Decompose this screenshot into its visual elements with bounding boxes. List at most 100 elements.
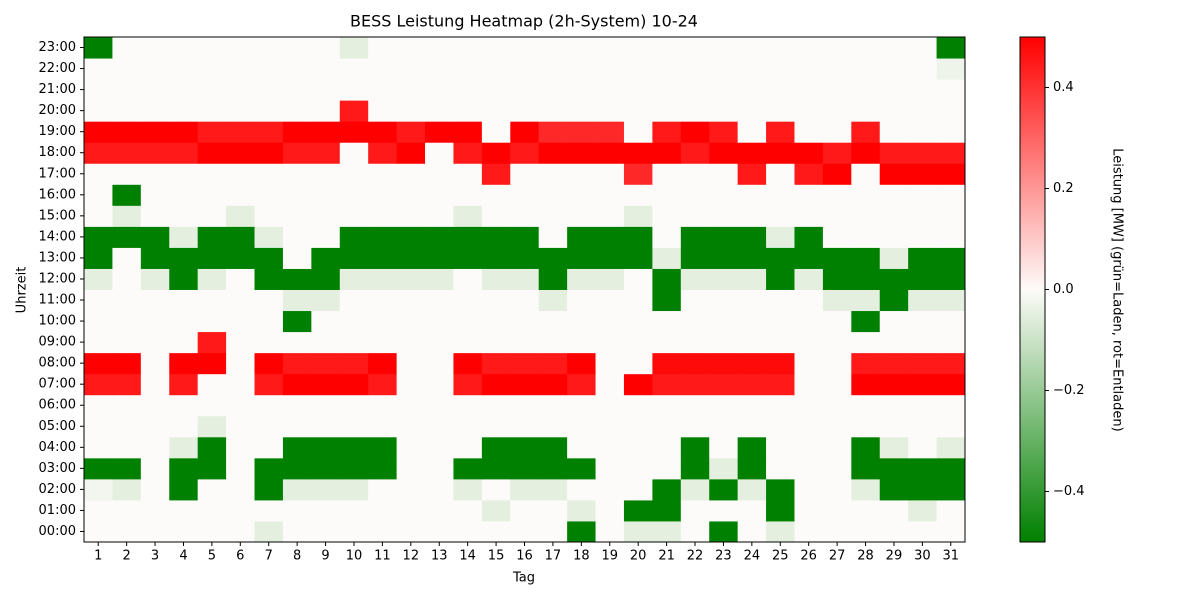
heatmap-cell: [169, 79, 199, 101]
heatmap-cell: [766, 415, 795, 438]
heatmap-cell: [112, 457, 142, 480]
heatmap-cell: [425, 394, 454, 417]
heatmap-cell: [936, 79, 966, 101]
heatmap-cell: [794, 331, 824, 354]
heatmap-cell: [709, 394, 739, 417]
heatmap-cell: [396, 184, 426, 206]
x-tick-label: 30: [914, 549, 931, 564]
heatmap-cell: [226, 478, 256, 501]
heatmap-cell: [794, 478, 824, 501]
heatmap-cell: [254, 247, 284, 269]
y-axis-label: Uhrzeit: [15, 267, 30, 314]
heatmap-cell: [84, 310, 113, 333]
heatmap-cell: [908, 37, 938, 59]
heatmap-cell: [481, 184, 511, 206]
heatmap-cell: [453, 163, 483, 185]
heatmap-cell: [766, 79, 795, 101]
heatmap-cell: [737, 499, 767, 522]
heatmap-cell: [112, 142, 142, 164]
heatmap-cell: [425, 520, 454, 543]
heatmap-cell: [84, 373, 113, 396]
heatmap-cell: [766, 352, 795, 375]
heatmap-cell: [538, 205, 568, 227]
heatmap-cell: [794, 394, 824, 417]
heatmap-cell: [851, 226, 881, 248]
y-tick-label: 05:00: [39, 419, 76, 434]
heatmap-cell: [282, 100, 312, 122]
heatmap-cell: [851, 499, 881, 522]
heatmap-cell: [652, 100, 682, 122]
heatmap-cell: [936, 436, 966, 459]
heatmap-cell: [169, 394, 199, 417]
heatmap-cell: [908, 373, 938, 396]
heatmap-cell: [595, 415, 625, 438]
heatmap-cell: [453, 352, 483, 375]
heatmap-cell: [879, 478, 909, 501]
heatmap-cell: [737, 226, 767, 248]
heatmap-cell: [766, 184, 795, 206]
heatmap-cell: [254, 499, 284, 522]
y-tick-label: 15:00: [39, 208, 76, 223]
heatmap-cell: [766, 58, 795, 80]
heatmap-cell: [652, 79, 682, 101]
heatmap-cell: [709, 457, 739, 480]
heatmap-cell: [822, 58, 852, 80]
heatmap-cell: [84, 268, 113, 290]
heatmap-cell: [453, 373, 483, 396]
heatmap-cell: [396, 226, 426, 248]
heatmap-cell: [112, 121, 142, 143]
heatmap-cell: [197, 457, 227, 480]
heatmap-cell: [140, 457, 170, 480]
heatmap-cell: [908, 499, 938, 522]
heatmap-cell: [396, 205, 426, 227]
heatmap-cell: [481, 79, 511, 101]
heatmap-cell: [368, 394, 398, 417]
heatmap-cell: [680, 436, 710, 459]
heatmap-cell: [680, 79, 710, 101]
y-tick-label: 21:00: [39, 82, 76, 97]
heatmap-cell: [339, 415, 369, 438]
heatmap-cell: [169, 520, 199, 543]
x-axis-label: Tag: [512, 571, 535, 586]
heatmap-cell: [169, 415, 199, 438]
heatmap-cell: [368, 184, 398, 206]
heatmap-cell: [680, 268, 710, 290]
heatmap-cell: [510, 268, 540, 290]
heatmap-cell: [567, 499, 597, 522]
heatmap-cell: [936, 394, 966, 417]
heatmap-cell: [936, 205, 966, 227]
heatmap-cell: [339, 520, 369, 543]
heatmap-cell: [282, 247, 312, 269]
heatmap-cell: [140, 205, 170, 227]
heatmap-cell: [510, 394, 540, 417]
heatmap-cell: [226, 436, 256, 459]
heatmap-cell: [254, 520, 284, 543]
heatmap-cell: [453, 226, 483, 248]
heatmap-cell: [879, 184, 909, 206]
y-tick-label: 20:00: [39, 103, 76, 118]
heatmap-cell: [623, 310, 653, 333]
heatmap-cell: [822, 436, 852, 459]
heatmap-cell: [652, 499, 682, 522]
heatmap-cell: [851, 37, 881, 59]
heatmap-cell: [851, 58, 881, 80]
heatmap-cell: [226, 394, 256, 417]
heatmap-cell: [226, 499, 256, 522]
heatmap-cell: [794, 163, 824, 185]
heatmap-cell: [396, 394, 426, 417]
heatmap-cell: [396, 436, 426, 459]
heatmap-cell: [936, 268, 966, 290]
x-tick-label: 23: [715, 549, 732, 564]
heatmap-cell: [652, 226, 682, 248]
x-tick-label: 31: [943, 549, 960, 564]
heatmap-cell: [282, 436, 312, 459]
heatmap-cell: [908, 331, 938, 354]
y-tick-label: 11:00: [39, 293, 76, 308]
heatmap-cell: [140, 310, 170, 333]
heatmap-cell: [140, 289, 170, 312]
heatmap-cell: [794, 226, 824, 248]
heatmap-cell: [254, 310, 284, 333]
heatmap-cell: [652, 205, 682, 227]
heatmap-cell: [652, 310, 682, 333]
